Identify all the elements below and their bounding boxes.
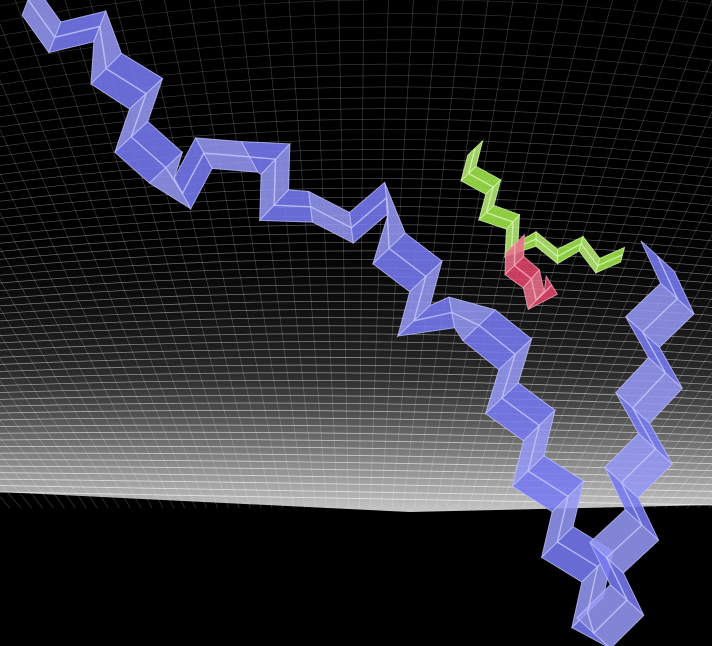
grid-line-horizontal [0,372,712,385]
grid-line-vertical [0,334,109,509]
grid-line-horizontal [0,325,712,340]
grid-line-vertical [64,0,229,509]
series-line [27,0,679,635]
grid-line-vertical [0,247,142,509]
grid-line-horizontal [0,0,35,7]
grid-line-vertical [610,349,712,509]
grid-line-vertical [0,400,76,509]
grid-line-horizontal [0,149,712,175]
grid-line-vertical [555,197,712,509]
grid-line-horizontal [0,402,712,415]
grid-line-vertical [391,0,439,509]
grid-line-horizontal [0,409,712,422]
grid-line-horizontal [0,159,712,184]
grid-line-vertical [263,0,317,509]
grid-line-vertical [0,211,153,509]
grid-line-vertical [0,380,87,509]
series-ribbon [504,233,559,311]
grid-line-horizontal [0,424,712,436]
grid-line-horizontal [0,349,712,363]
grid-line-horizontal [0,129,712,157]
grid-line-vertical [533,110,712,509]
grid-line-vertical [0,307,120,509]
grid-line-horizontal [0,417,712,429]
grid-line-horizontal [0,333,712,348]
series-ribbons [21,0,695,646]
grid-line-vertical [0,79,185,509]
ribbon-segment [527,274,559,310]
grid-line-horizontal [0,241,712,260]
grid-line-horizontal [0,75,712,107]
grid-line-vertical [632,393,712,509]
grid-line-vertical [139,0,262,509]
grid-line-horizontal [0,267,712,284]
grid-line-horizontal [0,86,712,118]
grid-line-vertical [402,0,464,509]
grid-line-vertical [522,58,712,509]
grid-line-horizontal [0,478,712,492]
grid-line-vertical [313,0,338,509]
grid-line-horizontal [0,284,712,300]
grid-line-vertical [238,0,306,509]
grid-line-horizontal [0,317,712,332]
grid-line-horizontal [0,187,712,211]
grid-line-vertical [0,278,131,509]
grid-line-horizontal [0,108,712,138]
grid-line-horizontal [0,472,712,485]
grid-line-vertical [0,23,196,509]
grid-line-vertical [435,0,539,509]
grid-line-horizontal [0,0,712,22]
grid-line-horizontal [0,431,712,444]
grid-line-vertical [0,172,164,509]
grid-line-horizontal [0,341,712,355]
grid-line-horizontal [0,139,712,166]
grid-line-horizontal [0,438,712,451]
grid-line-vertical [369,0,389,509]
grid-line-horizontal [0,168,712,193]
series-ribbon [21,0,695,646]
grid-line-horizontal [0,445,712,458]
grid-line-vertical [164,0,273,509]
grid-line-horizontal [0,276,712,292]
grid-line-horizontal [0,395,712,408]
grid-line-vertical [14,0,207,509]
grid-line-horizontal [0,118,712,147]
grid-line-vertical [642,412,712,509]
grid-line-horizontal [0,292,712,308]
grid-line-horizontal [0,356,712,370]
grid-line-vertical [544,156,712,509]
grid-line-horizontal [0,259,712,276]
series-line [513,243,553,302]
grid-line-vertical [114,0,251,509]
grid-line-horizontal [0,380,712,393]
grid-line-horizontal [0,309,712,324]
grid-line-vertical [424,0,514,509]
grid-line-vertical [288,0,327,509]
grid-line-vertical [213,0,295,509]
grid-line-horizontal [0,301,712,316]
grid-line-vertical [413,0,489,509]
grid-line-horizontal [0,196,712,219]
grid-line-vertical [566,234,712,509]
grid-line-horizontal [0,387,712,400]
grid-line-vertical [621,371,712,509]
grid-line-horizontal [0,97,712,128]
grid-line-vertical [39,0,218,509]
grid-line-vertical [0,358,98,509]
grid-line-vertical [189,0,284,509]
grid-line-horizontal [0,491,712,506]
grid-line-vertical [0,128,175,509]
grid-line-vertical [457,0,589,509]
perspective-grid [0,0,712,509]
grid-line-horizontal [0,364,712,378]
grid-line-horizontal [0,178,712,202]
